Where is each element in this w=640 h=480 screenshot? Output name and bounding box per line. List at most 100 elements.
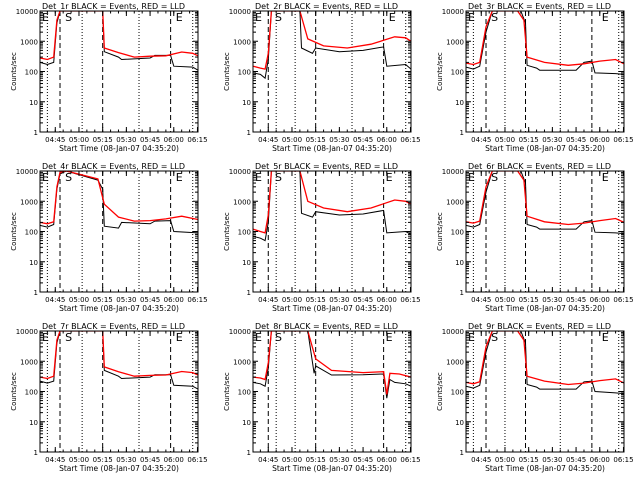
x-tick-label: 05:00: [282, 296, 302, 304]
y-tick-label: 1: [460, 449, 464, 457]
y-tick-label: 1: [247, 129, 251, 137]
y-tick-label: 1000: [446, 38, 464, 46]
x-tick-label: 05:00: [282, 456, 302, 464]
marker-label-3: E: [176, 11, 183, 24]
y-axis-label: Counts/sec: [436, 212, 444, 251]
series-events-line: [40, 171, 198, 234]
y-tick-label: 100: [451, 229, 464, 237]
series-lld-line: [466, 171, 624, 226]
x-tick-label: 05:45: [566, 136, 586, 144]
y-tick-label: 1000: [20, 38, 38, 46]
plot-title: Det_6r BLACK = Events, RED = LLD: [468, 162, 611, 171]
x-tick-label: 05:30: [116, 456, 136, 464]
x-tick-label: 05:45: [566, 456, 586, 464]
y-tick-label: 10: [29, 419, 38, 427]
y-tick-label: 100: [25, 229, 38, 237]
marker-label-1: E: [468, 331, 475, 344]
x-tick-label: 05:45: [140, 136, 160, 144]
marker-label-3: E: [176, 331, 183, 344]
x-tick-label: 05:30: [116, 296, 136, 304]
y-tick-label: 1000: [20, 358, 38, 366]
x-axis-label: Start Time (08-Jan-07 04:35:20): [272, 144, 392, 153]
x-tick-label: 05:45: [140, 456, 160, 464]
x-tick-label: 05:30: [542, 456, 562, 464]
y-tick-label: 1: [460, 289, 464, 297]
x-tick-label: 05:30: [329, 296, 349, 304]
x-tick-label: 05:15: [519, 296, 539, 304]
series-lld-line: [466, 331, 624, 386]
x-axis-label: Start Time (08-Jan-07 04:35:20): [485, 144, 605, 153]
marker-label-2: S: [275, 171, 282, 184]
marker-label-3: E: [602, 11, 609, 24]
plot-title: Det_3r BLACK = Events, RED = LLD: [468, 2, 611, 11]
x-axis-label: Start Time (08-Jan-07 04:35:20): [272, 464, 392, 473]
y-tick-label: 10000: [229, 328, 251, 336]
y-axis-label: Counts/sec: [436, 372, 444, 411]
marker-label-2: S: [65, 171, 72, 184]
marker-label-1: E: [468, 11, 475, 24]
plot-frame: [39, 330, 199, 453]
series-events-line: [40, 11, 198, 71]
y-tick-label: 100: [451, 389, 464, 397]
x-tick-label: 05:15: [93, 456, 113, 464]
plot-title: Det_8r BLACK = Events, RED = LLD: [255, 322, 398, 331]
series-lld-line: [40, 171, 198, 225]
y-tick-label: 10000: [16, 328, 38, 336]
series-lld-line: [40, 11, 198, 61]
y-tick-label: 1: [34, 129, 38, 137]
x-tick-label: 04:45: [471, 456, 491, 464]
x-tick-label: 06:00: [590, 136, 610, 144]
x-tick-label: 06:00: [590, 456, 610, 464]
marker-label-3: E: [386, 171, 393, 184]
y-tick-label: 10: [455, 99, 464, 107]
plot-frame: [39, 10, 199, 133]
marker-label-2: S: [275, 331, 282, 344]
y-tick-label: 10: [242, 419, 251, 427]
y-tick-label: 10000: [442, 8, 464, 16]
x-tick-label: 05:45: [353, 136, 373, 144]
x-axis-label: Start Time (08-Jan-07 04:35:20): [485, 304, 605, 313]
x-tick-label: 05:45: [353, 456, 373, 464]
y-axis-label: Counts/sec: [223, 52, 231, 91]
x-tick-label: 05:30: [116, 136, 136, 144]
x-tick-label: 05:15: [306, 136, 326, 144]
y-tick-label: 10: [242, 99, 251, 107]
plot-title: Det_5r BLACK = Events, RED = LLD: [255, 162, 398, 171]
y-axis-label: Counts/sec: [436, 52, 444, 91]
x-tick-label: 05:30: [329, 136, 349, 144]
y-tick-label: 1: [34, 289, 38, 297]
y-tick-label: 10000: [16, 168, 38, 176]
x-tick-label: 06:15: [400, 456, 420, 464]
x-tick-label: 05:45: [566, 296, 586, 304]
series-events-line: [466, 11, 624, 75]
x-tick-label: 05:00: [282, 136, 302, 144]
y-tick-label: 1000: [233, 198, 251, 206]
y-tick-label: 1: [247, 289, 251, 297]
x-tick-label: 06:00: [590, 296, 610, 304]
y-tick-label: 10000: [442, 168, 464, 176]
x-tick-label: 05:00: [495, 456, 515, 464]
series-lld-line: [40, 331, 198, 380]
y-tick-label: 100: [25, 69, 38, 77]
marker-label-2: S: [65, 331, 72, 344]
marker-label-1: E: [42, 331, 49, 344]
plot-frame: [465, 10, 625, 133]
y-tick-label: 10: [455, 419, 464, 427]
y-tick-label: 10: [242, 259, 251, 267]
x-tick-label: 05:30: [542, 136, 562, 144]
marker-label-3: E: [386, 331, 393, 344]
marker-label-1: E: [42, 11, 49, 24]
x-tick-label: 05:00: [69, 296, 89, 304]
y-tick-label: 10: [455, 259, 464, 267]
x-tick-label: 05:15: [306, 456, 326, 464]
plot-title: Det_7r BLACK = Events, RED = LLD: [42, 322, 185, 331]
series-events-line: [40, 331, 198, 390]
x-tick-label: 06:15: [187, 456, 207, 464]
y-tick-label: 10: [29, 99, 38, 107]
marker-label-3: E: [602, 171, 609, 184]
